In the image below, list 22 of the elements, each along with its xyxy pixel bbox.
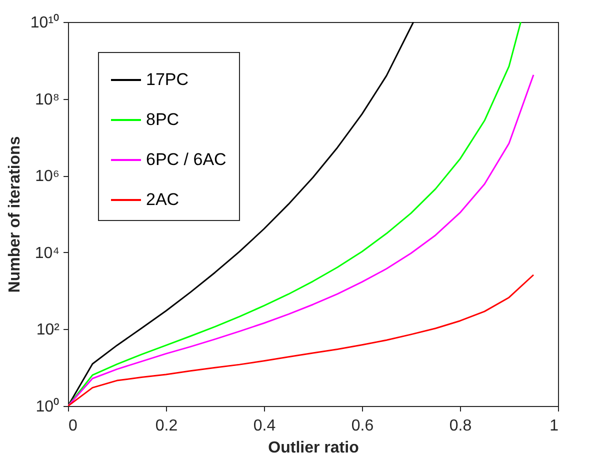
y-tick-label: 10⁶ xyxy=(35,168,60,186)
x-tick-label: 1 xyxy=(550,418,559,434)
x-tick-label: 0.6 xyxy=(351,418,374,434)
y-tick-label: 10¹⁰ xyxy=(30,14,60,32)
line-series xyxy=(68,274,534,406)
y-tick-label: 10⁴ xyxy=(34,244,60,262)
line-series xyxy=(68,22,414,406)
x-tick-label: 0 xyxy=(68,418,78,434)
line-series xyxy=(68,22,522,406)
x-axis-title: Outlier ratio xyxy=(268,440,360,456)
x-tick-label: 0.4 xyxy=(253,418,276,434)
legend-label: 2AC xyxy=(146,190,180,209)
x-tick-label: 0.2 xyxy=(155,418,178,434)
y-axis-title: Number of iterations xyxy=(6,136,24,293)
legend-label: 8PC xyxy=(146,110,180,129)
legend-label: 6PC / 6AC xyxy=(146,150,226,169)
y-tick-label: 10⁰ xyxy=(36,398,60,416)
y-tick-label: 10⁸ xyxy=(34,91,60,108)
x-tick-label: 0.8 xyxy=(449,418,472,434)
y-tick-label: 10² xyxy=(36,322,60,339)
legend-label: 17PC xyxy=(146,70,189,89)
line-series xyxy=(68,74,534,406)
